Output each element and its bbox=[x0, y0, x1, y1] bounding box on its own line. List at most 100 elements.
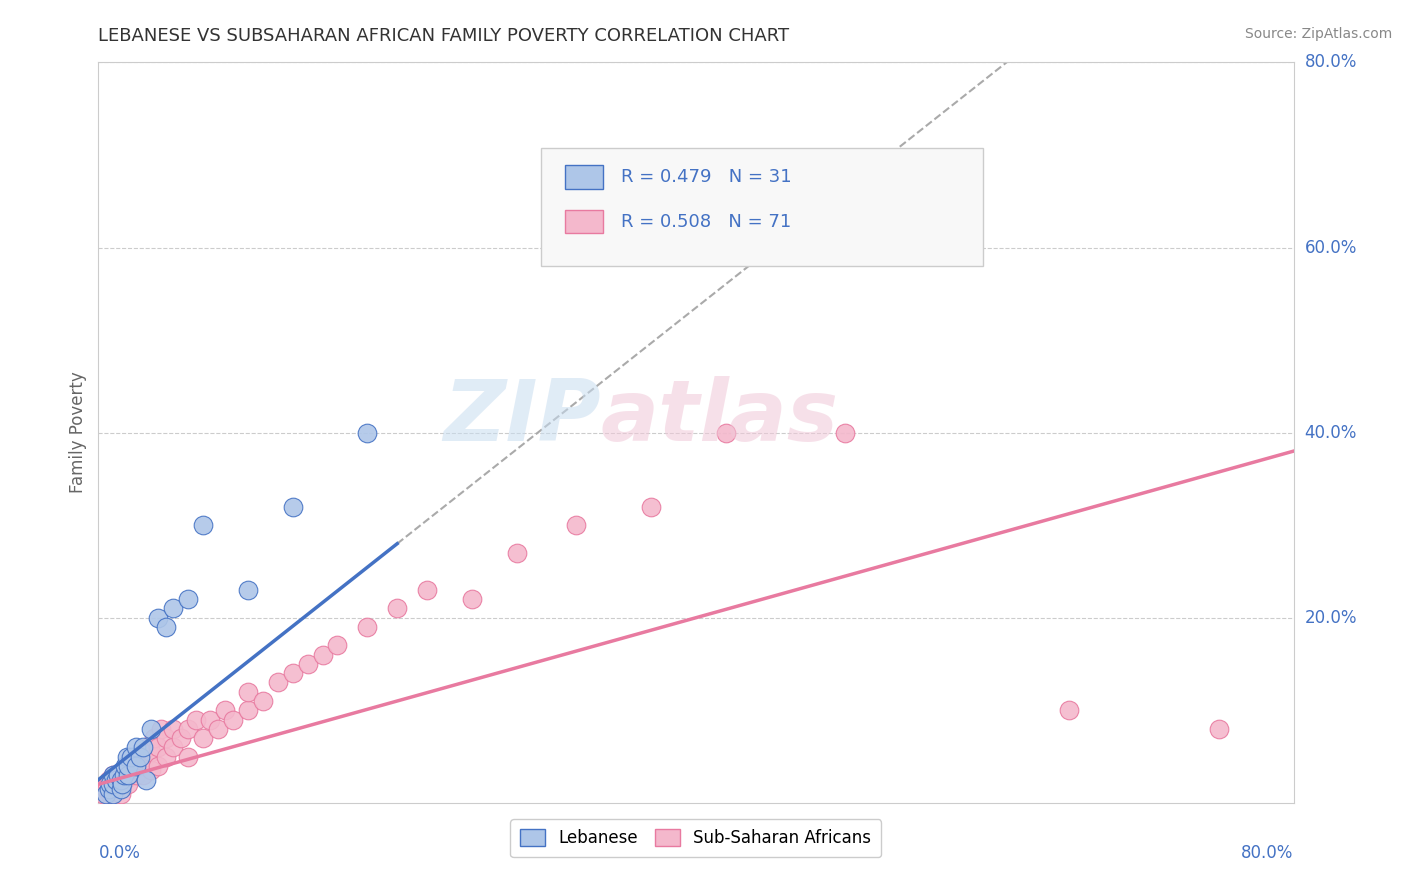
Point bbox=[356, 620, 378, 634]
Point bbox=[98, 777, 122, 791]
Point bbox=[125, 758, 148, 772]
Point bbox=[214, 703, 236, 717]
Point bbox=[117, 777, 139, 791]
Point bbox=[125, 740, 148, 755]
Text: Source: ZipAtlas.com: Source: ZipAtlas.com bbox=[1244, 27, 1392, 41]
Point bbox=[103, 777, 125, 791]
Point bbox=[200, 713, 222, 727]
Point bbox=[385, 601, 409, 615]
Point bbox=[169, 731, 191, 745]
Point bbox=[120, 764, 142, 778]
Point bbox=[148, 740, 170, 755]
Text: 0.0%: 0.0% bbox=[98, 844, 141, 862]
Text: 60.0%: 60.0% bbox=[1305, 238, 1357, 257]
Point bbox=[177, 749, 200, 764]
Point bbox=[311, 648, 333, 662]
Point bbox=[714, 425, 737, 440]
Point bbox=[191, 518, 214, 533]
Point bbox=[132, 754, 155, 768]
Point bbox=[565, 518, 588, 533]
Point bbox=[236, 703, 259, 717]
Point bbox=[132, 740, 155, 755]
Point bbox=[506, 546, 529, 560]
FancyBboxPatch shape bbox=[565, 210, 603, 234]
Text: 80.0%: 80.0% bbox=[1241, 844, 1294, 862]
Point bbox=[150, 722, 173, 736]
Point bbox=[356, 425, 378, 440]
FancyBboxPatch shape bbox=[541, 147, 983, 266]
Point bbox=[98, 787, 122, 801]
Point bbox=[97, 781, 120, 796]
Point bbox=[148, 610, 170, 624]
Point bbox=[834, 425, 856, 440]
Point bbox=[103, 787, 125, 801]
FancyBboxPatch shape bbox=[565, 165, 603, 189]
Point bbox=[105, 781, 128, 796]
Point bbox=[112, 768, 135, 782]
Point bbox=[94, 787, 117, 801]
Point bbox=[236, 582, 259, 597]
Point bbox=[121, 754, 143, 768]
Point bbox=[139, 764, 162, 778]
Point bbox=[162, 722, 184, 736]
Point bbox=[108, 777, 131, 791]
Legend: Lebanese, Sub-Saharan Africans: Lebanese, Sub-Saharan Africans bbox=[510, 819, 882, 857]
Point bbox=[326, 639, 349, 653]
Point bbox=[114, 772, 136, 787]
Point bbox=[117, 768, 139, 782]
Point bbox=[110, 772, 132, 787]
Point bbox=[128, 749, 150, 764]
Point bbox=[103, 777, 125, 791]
Point bbox=[1208, 722, 1230, 736]
Point bbox=[155, 749, 177, 764]
Point bbox=[117, 758, 139, 772]
Point bbox=[155, 620, 177, 634]
Point bbox=[94, 781, 117, 796]
Y-axis label: Family Poverty: Family Poverty bbox=[69, 372, 87, 493]
Point bbox=[117, 758, 139, 772]
Text: R = 0.508   N = 71: R = 0.508 N = 71 bbox=[620, 212, 792, 231]
Point bbox=[125, 758, 148, 772]
Point bbox=[103, 768, 125, 782]
Point bbox=[129, 749, 152, 764]
Point bbox=[281, 500, 304, 514]
Point bbox=[1059, 703, 1081, 717]
Point bbox=[135, 749, 157, 764]
Point bbox=[236, 685, 259, 699]
Point bbox=[148, 758, 170, 772]
Point bbox=[142, 731, 165, 745]
Point bbox=[136, 740, 159, 755]
Point bbox=[110, 768, 132, 782]
Point bbox=[111, 777, 134, 791]
Point bbox=[107, 772, 129, 787]
Point bbox=[111, 777, 134, 791]
Point bbox=[112, 768, 135, 782]
Point bbox=[640, 500, 662, 514]
Point bbox=[97, 772, 120, 787]
Point bbox=[120, 749, 142, 764]
Point bbox=[252, 694, 274, 708]
Point bbox=[207, 722, 229, 736]
Point bbox=[177, 592, 200, 607]
Point bbox=[110, 781, 132, 796]
Point bbox=[222, 713, 245, 727]
Text: LEBANESE VS SUBSAHARAN AFRICAN FAMILY POVERTY CORRELATION CHART: LEBANESE VS SUBSAHARAN AFRICAN FAMILY PO… bbox=[98, 27, 790, 45]
Text: ZIP: ZIP bbox=[443, 376, 600, 459]
Point bbox=[129, 758, 152, 772]
Point bbox=[117, 768, 139, 782]
Point bbox=[115, 764, 138, 778]
Point bbox=[297, 657, 319, 671]
Text: atlas: atlas bbox=[600, 376, 838, 459]
Point bbox=[191, 731, 214, 745]
Text: 20.0%: 20.0% bbox=[1305, 608, 1357, 627]
Point bbox=[135, 772, 157, 787]
Point bbox=[125, 768, 148, 782]
Point bbox=[132, 768, 155, 782]
Point bbox=[184, 713, 207, 727]
Point bbox=[162, 740, 184, 755]
Point bbox=[139, 745, 162, 759]
Point bbox=[177, 722, 200, 736]
Point bbox=[139, 722, 162, 736]
Point bbox=[103, 768, 125, 782]
Point bbox=[416, 582, 439, 597]
